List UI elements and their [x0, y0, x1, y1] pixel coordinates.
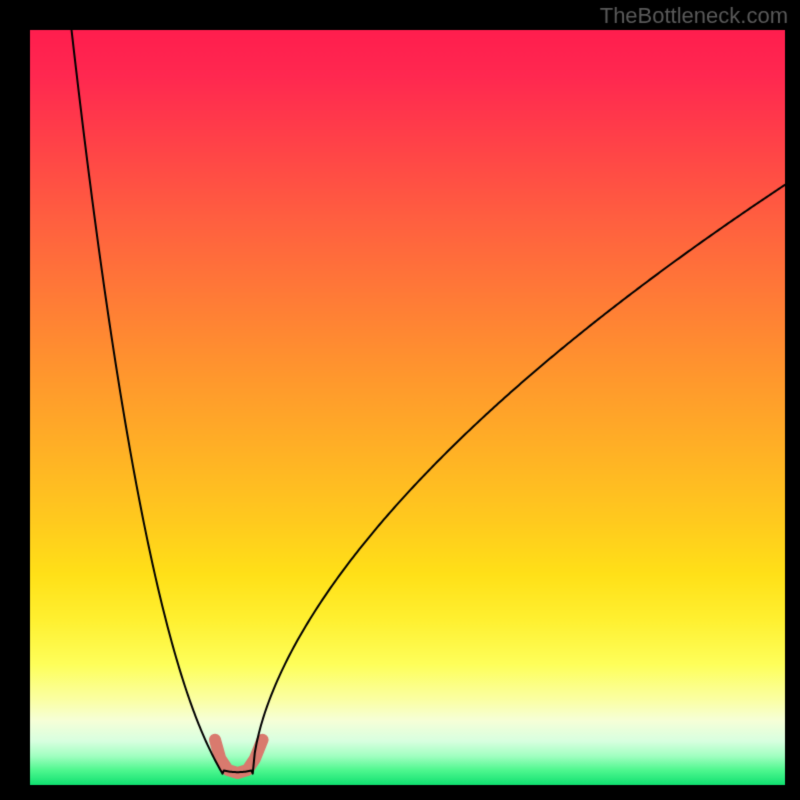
- bottleneck-chart: [0, 0, 800, 800]
